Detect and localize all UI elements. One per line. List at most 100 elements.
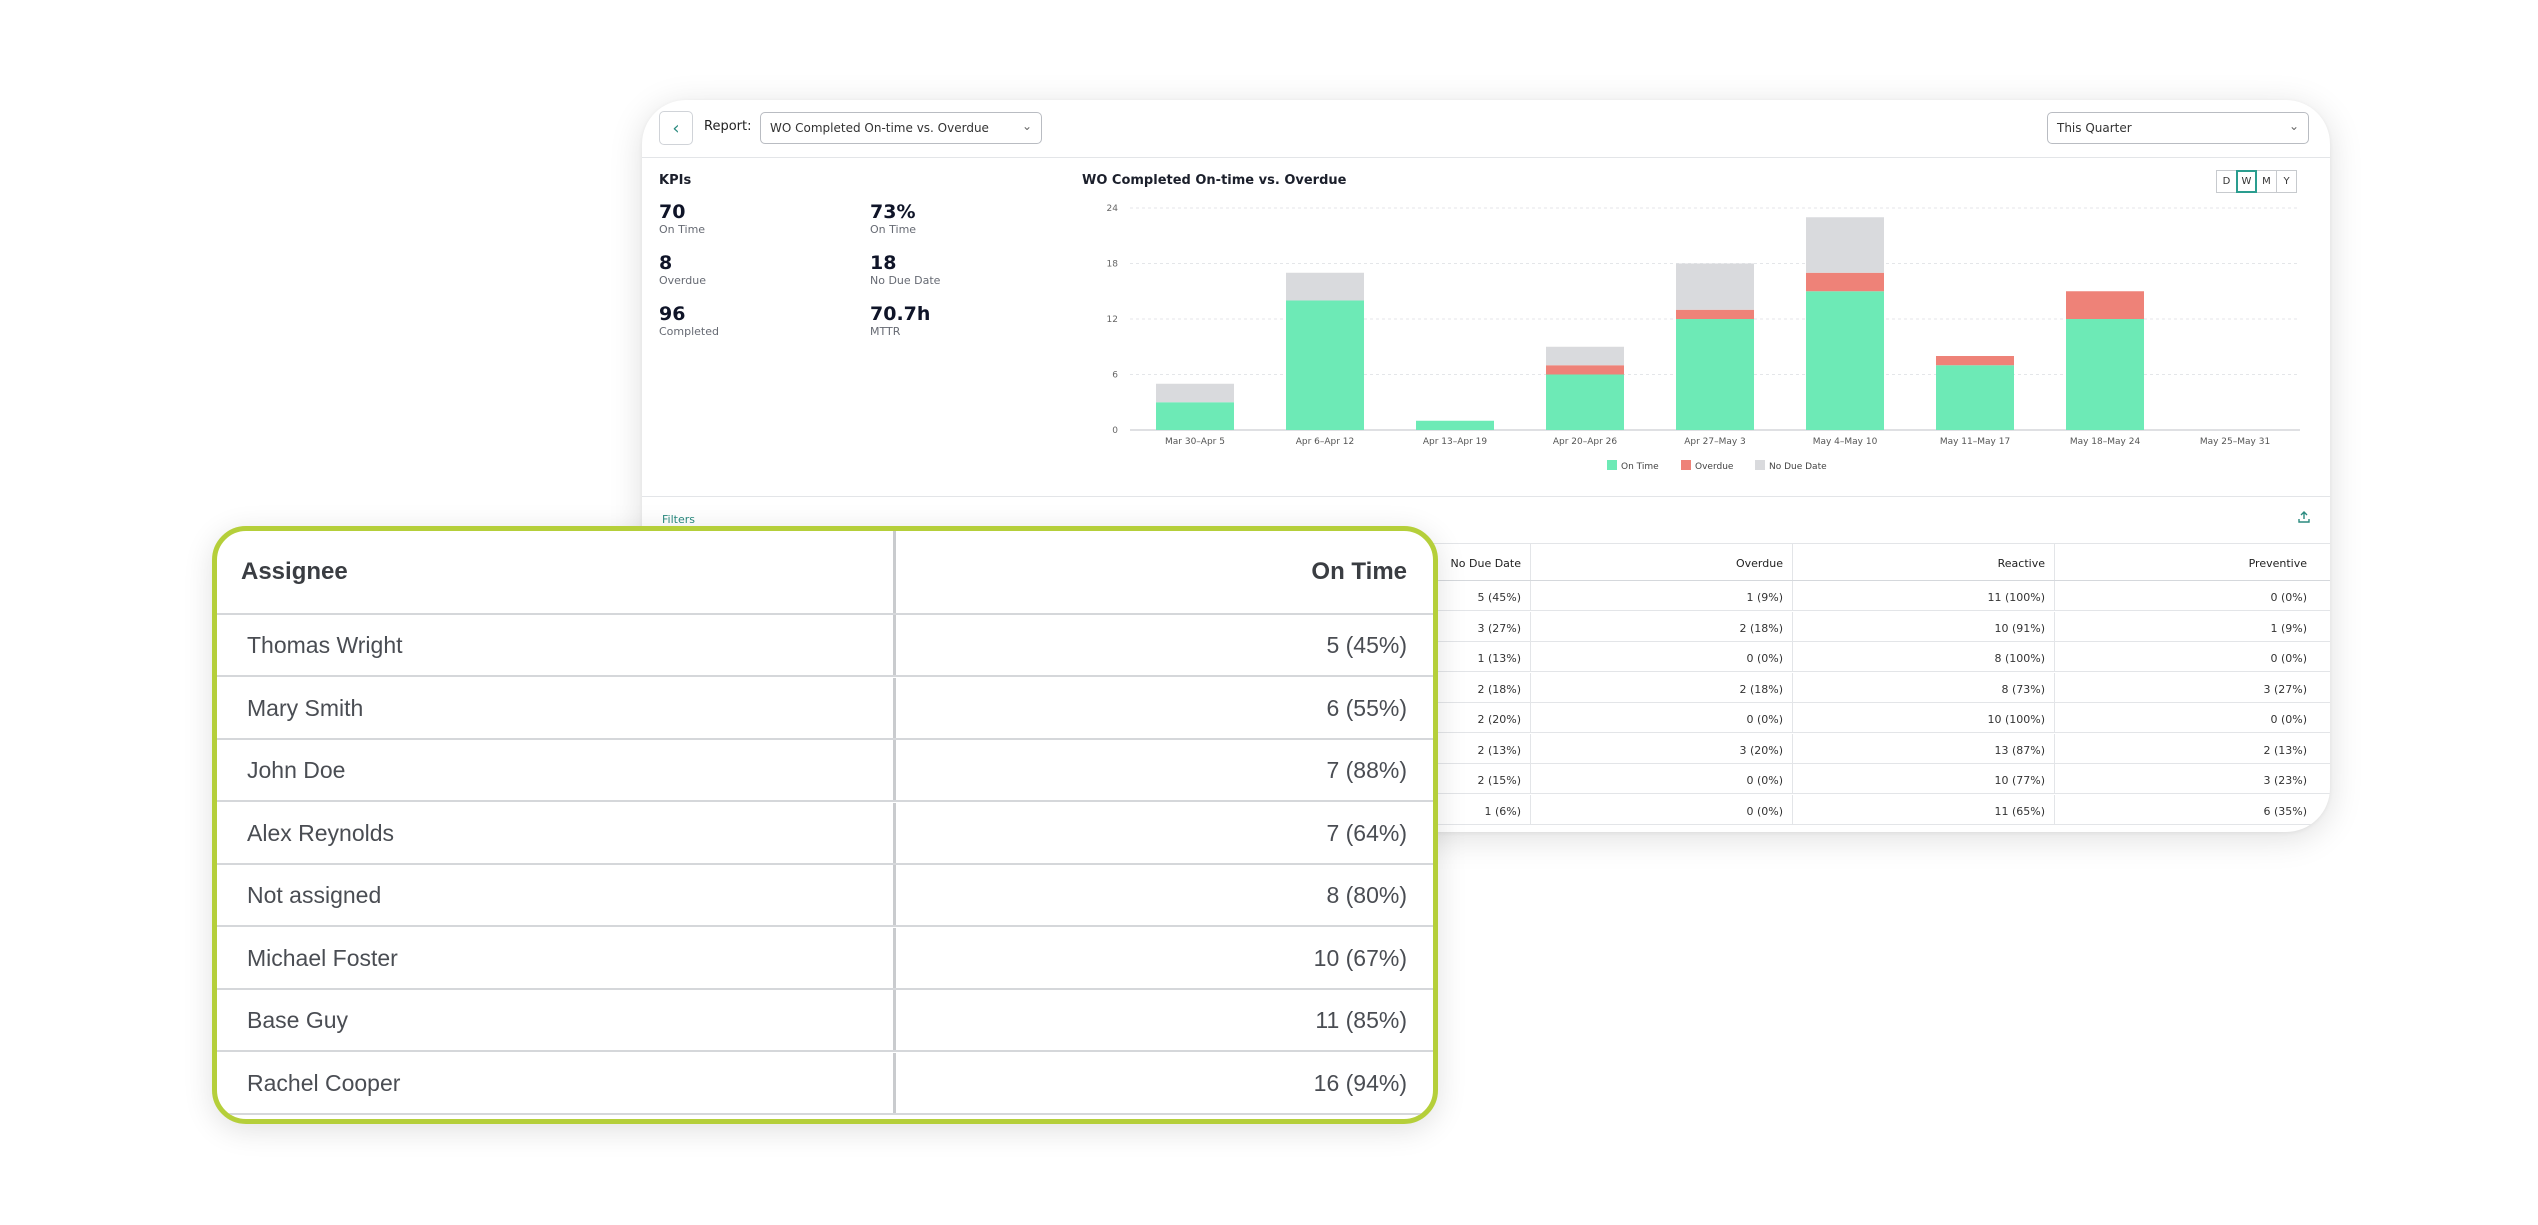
table-row[interactable]: Base Guy 11 (85%) xyxy=(217,990,1433,1052)
table-row[interactable]: Michael Foster 10 (67%) xyxy=(217,927,1433,990)
table-cell: 8 (100%) xyxy=(1792,642,2054,671)
table-cell: 6 (35%) xyxy=(2054,794,2316,824)
bar-segment-on-time xyxy=(2066,319,2144,430)
table-row[interactable]: Not assigned 8 (80%) xyxy=(217,865,1433,927)
on-time-value: 10 (67%) xyxy=(1313,944,1407,971)
assignee-name: Mary Smith xyxy=(247,694,364,721)
period-button-y[interactable]: Y xyxy=(2276,170,2297,193)
x-tick-label: Apr 27–May 3 xyxy=(1684,437,1746,447)
x-tick-label: May 4–May 10 xyxy=(1813,437,1878,447)
column-separator xyxy=(893,531,896,613)
column-separator xyxy=(893,1052,896,1113)
on-time-value: 8 (80%) xyxy=(1326,882,1407,908)
column-separator xyxy=(893,615,896,675)
table-cell: 2 (13%) xyxy=(2054,733,2316,763)
legend-swatch xyxy=(1755,460,1765,470)
assignee-name: John Doe xyxy=(247,757,346,783)
bar-segment-overdue xyxy=(1546,365,1624,375)
back-button[interactable]: ‹ xyxy=(659,111,693,145)
report-table-column-header[interactable]: Overdue xyxy=(1530,544,1792,580)
chart-title: WO Completed On-time vs. Overdue xyxy=(1082,173,1347,188)
period-button-d[interactable]: D xyxy=(2216,170,2237,193)
table-cell: 0 (0%) xyxy=(1530,764,1792,793)
report-select-value: WO Completed On-time vs. Overdue xyxy=(770,121,989,135)
table-cell: 3 (27%) xyxy=(2054,672,2316,702)
column-separator xyxy=(893,865,896,925)
bar-segment-no-due-date xyxy=(1676,263,1754,310)
report-toolbar: ‹ Report: WO Completed On-time vs. Overd… xyxy=(642,100,2330,158)
x-tick-label: May 25–May 31 xyxy=(2200,437,2270,447)
table-cell: 0 (0%) xyxy=(1530,794,1792,824)
table-row[interactable]: Alex Reynolds 7 (64%) xyxy=(217,802,1433,865)
on-time-value: 11 (85%) xyxy=(1315,1007,1407,1033)
report-select[interactable]: WO Completed On-time vs. Overdue ⌄ xyxy=(760,112,1042,144)
x-tick-label: May 18–May 24 xyxy=(2070,437,2141,447)
legend-swatch xyxy=(1681,460,1691,470)
table-cell: 1 (9%) xyxy=(2054,611,2316,641)
assignee-name: Rachel Cooper xyxy=(247,1069,401,1096)
bar-segment-overdue xyxy=(2066,291,2144,319)
report-table-column-header[interactable]: Reactive xyxy=(1792,544,2054,580)
assignee-name: Base Guy xyxy=(247,1007,348,1033)
stacked-bar-chart: 0 6 12 18 24 Mar 30–Apr 5 Apr 6–Apr 12 Apr 13–A… xyxy=(1107,204,2300,472)
column-separator xyxy=(893,927,896,988)
table-row[interactable]: John Doe 7 (88%) xyxy=(217,740,1433,802)
bar-segment-on-time xyxy=(1286,300,1364,430)
table-cell: 10 (91%) xyxy=(1792,611,2054,641)
kpi-no-due-date: 18 No Due Date xyxy=(870,252,941,287)
table-cell: 8 (73%) xyxy=(1792,672,2054,702)
table-cell: 0 (0%) xyxy=(1530,703,1792,732)
report-label: Report: xyxy=(704,119,752,134)
table-cell: 0 (0%) xyxy=(2054,581,2316,610)
on-time-value: 7 (64%) xyxy=(1326,819,1407,846)
table-cell: 11 (65%) xyxy=(1792,794,2054,824)
column-separator xyxy=(893,740,896,800)
kpi-on-time-count: 70 On Time xyxy=(659,201,706,236)
period-button-m[interactable]: M xyxy=(2256,170,2277,193)
kpi-on-time-percent: 73% On Time xyxy=(870,201,917,236)
column-separator xyxy=(893,677,896,738)
y-tick-label: 18 xyxy=(1107,260,1119,270)
date-range-select[interactable]: This Quarter ⌄ xyxy=(2047,112,2309,144)
upload-icon[interactable] xyxy=(2297,510,2311,524)
chevron-left-icon: ‹ xyxy=(672,117,680,139)
on-time-value: 7 (88%) xyxy=(1326,757,1407,783)
kpi-completed: 96 Completed xyxy=(659,303,719,338)
x-tick-label: Apr 6–Apr 12 xyxy=(1296,437,1355,447)
filters-link[interactable]: Filters xyxy=(662,513,695,526)
bar-segment-on-time xyxy=(1676,319,1754,430)
table-row[interactable]: Mary Smith 6 (55%) xyxy=(217,677,1433,740)
bar-segment-overdue xyxy=(1806,272,1884,292)
on-time-column-header[interactable]: On Time xyxy=(1311,558,1407,585)
on-time-value: 5 (45%) xyxy=(1326,632,1407,658)
bar-segment-no-due-date xyxy=(1806,217,1884,273)
period-button-w[interactable]: W xyxy=(2236,170,2257,193)
table-row: 1 (13%) 0 (0%) 8 (100%) 0 (0%) xyxy=(642,642,2330,672)
bar-segment-no-due-date xyxy=(1156,383,1234,403)
bar-segment-overdue xyxy=(1676,309,1754,319)
assignee-name: Not assigned xyxy=(247,882,382,908)
table-cell: 1 (9%) xyxy=(1530,581,1792,610)
legend-swatch xyxy=(1607,460,1617,470)
table-row[interactable]: Rachel Cooper 16 (94%) xyxy=(217,1052,1433,1115)
table-row: 2 (18%) 2 (18%) 8 (73%) 3 (27%) xyxy=(642,672,2330,703)
bar-segment-on-time xyxy=(1936,365,2014,430)
bar-segment-overdue xyxy=(1936,356,2014,366)
bar-segment-on-time xyxy=(1416,420,1494,430)
table-row: 5 (45%) 1 (9%) 11 (100%) 0 (0%) xyxy=(642,581,2330,611)
on-time-value: 16 (94%) xyxy=(1313,1069,1407,1096)
table-cell: 2 (18%) xyxy=(1530,672,1792,702)
y-tick-label: 0 xyxy=(1112,426,1118,436)
column-separator xyxy=(893,990,896,1050)
report-table-column-header[interactable]: Preventive xyxy=(2054,544,2316,580)
bar-segment-no-due-date xyxy=(1546,346,1624,366)
table-cell: 0 (0%) xyxy=(1530,642,1792,671)
x-tick-label: Apr 13–Apr 19 xyxy=(1423,437,1488,447)
y-tick-label: 24 xyxy=(1107,204,1119,214)
assignee-column-header[interactable]: Assignee xyxy=(241,558,348,585)
table-row: 1 (6%) 0 (0%) 11 (65%) 6 (35%) xyxy=(642,794,2330,825)
on-time-value: 6 (55%) xyxy=(1326,694,1407,721)
x-tick-label: Apr 20–Apr 26 xyxy=(1553,437,1618,447)
table-row[interactable]: Thomas Wright 5 (45%) xyxy=(217,615,1433,677)
